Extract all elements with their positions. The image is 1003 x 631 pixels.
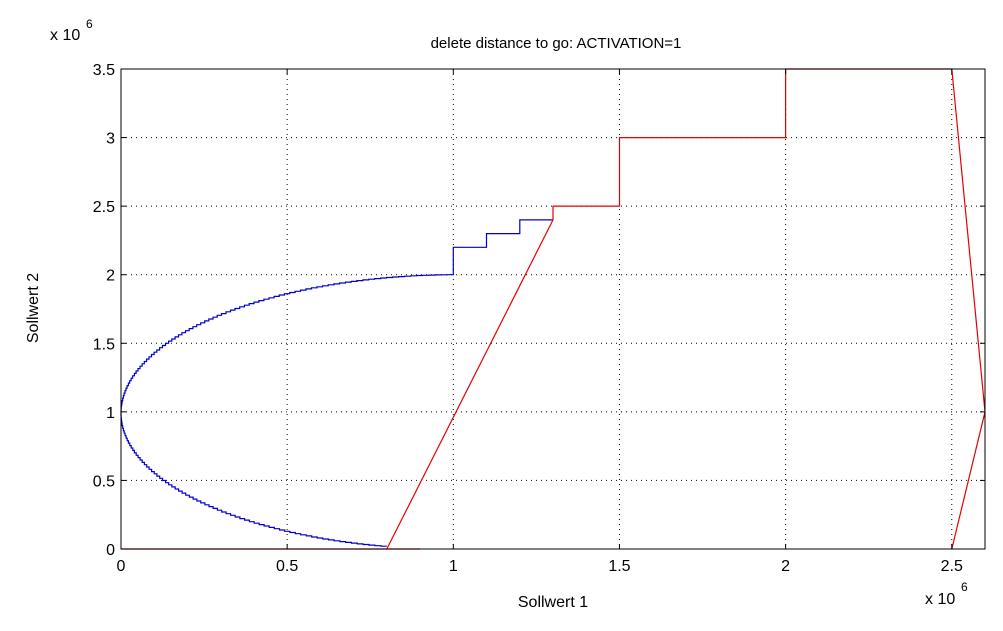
chart-title: delete distance to go: ACTIVATION=1 — [431, 35, 682, 52]
x-tick-label: 2 — [781, 558, 790, 575]
x-multiplier-exponent: 6 — [961, 580, 968, 594]
y-tick-label: 0 — [106, 542, 115, 559]
x-tick-label: 1 — [449, 558, 458, 575]
y-tick-label: 3.5 — [93, 62, 115, 79]
y-tick-label: 2.5 — [93, 199, 115, 216]
axis-ticks: 0 0.5 1 1.5 2 2.5 0 0.5 1 1.5 2 2.5 3 3.5 — [93, 62, 985, 575]
x-tick-label: 2.5 — [941, 558, 963, 575]
y-tick-label: 1.5 — [93, 336, 115, 353]
x-multiplier: x 10 — [925, 591, 955, 608]
y-multiplier-exponent: 6 — [86, 17, 93, 31]
series-blue-line — [120, 219, 553, 547]
x-axis-label: Sollwert 1 — [518, 594, 588, 611]
y-axis-label: Sollwert 2 — [25, 273, 42, 343]
x-tick-label: 0 — [117, 558, 126, 575]
y-tick-label: 2 — [106, 268, 115, 285]
y-tick-label: 3 — [106, 131, 115, 148]
x-tick-label: 0.5 — [276, 558, 298, 575]
y-tick-label: 1 — [106, 405, 115, 422]
axes-frame — [120, 68, 986, 550]
y-tick-label: 0.5 — [93, 473, 115, 490]
x-tick-label: 1.5 — [608, 558, 630, 575]
y-multiplier: x 10 — [50, 27, 80, 44]
